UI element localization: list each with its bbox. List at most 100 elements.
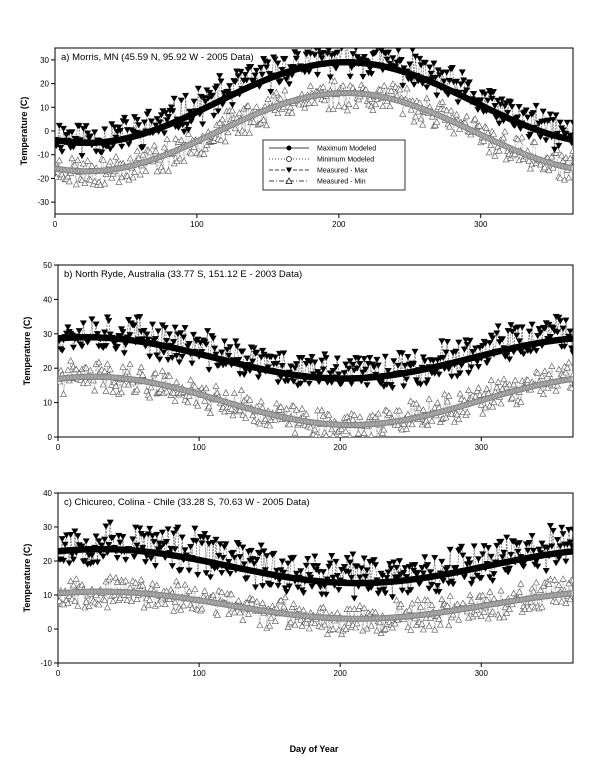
- measured-min-point: [172, 135, 180, 142]
- measured-min-point: [490, 398, 498, 406]
- measured-max-point: [304, 556, 312, 563]
- measured-max-point: [515, 540, 523, 547]
- measured-max-point: [448, 373, 456, 380]
- measured-max-point: [164, 114, 173, 121]
- measured-min-point: [112, 153, 120, 160]
- measured-min-point: [313, 432, 319, 437]
- measured-max-point: [507, 551, 515, 558]
- measured-max-point: [204, 328, 212, 335]
- measured-min-point: [480, 137, 488, 144]
- maximum-modeled-point: [569, 136, 573, 144]
- measured-max-point: [553, 537, 562, 544]
- measured-min-point: [82, 364, 90, 371]
- measured-min-point: [164, 167, 173, 174]
- measured-max-point: [281, 56, 289, 63]
- measured-min-point: [101, 596, 109, 604]
- y-tick-label: 40: [43, 489, 52, 498]
- measured-max-point: [503, 534, 511, 541]
- measured-min-point: [562, 154, 570, 161]
- measured-min-point: [531, 138, 539, 145]
- measured-max-point: [568, 542, 573, 549]
- measured-min-point: [136, 368, 144, 376]
- measured-max-point: [290, 378, 298, 385]
- measured-min-point: [257, 397, 265, 405]
- measured-max-point: [448, 65, 456, 72]
- measured-max-point: [55, 122, 63, 129]
- measured-max-point: [470, 91, 478, 98]
- measured-max-point: [455, 339, 463, 346]
- measured-min-point: [212, 382, 220, 389]
- measured-max-point: [431, 74, 439, 81]
- measured-max-point: [465, 370, 473, 377]
- measured-max-point: [273, 360, 281, 367]
- measured-min-point: [206, 409, 214, 416]
- measured-max-point: [463, 342, 471, 349]
- measured-min-point: [521, 605, 529, 612]
- measured-max-point: [505, 565, 514, 572]
- measured-max-point: [267, 89, 275, 96]
- measured-min-point: [538, 372, 546, 379]
- measured-max-point: [88, 552, 96, 559]
- measured-min-point: [99, 380, 107, 388]
- measured-max-point: [116, 539, 124, 546]
- measured-max-point: [388, 385, 396, 392]
- measured-max-point: [267, 582, 275, 589]
- measured-max-point: [513, 332, 521, 339]
- measured-max-point: [237, 68, 245, 75]
- measured-max-point: [167, 104, 175, 111]
- measured-min-point: [325, 105, 333, 113]
- measured-min-point: [241, 129, 249, 136]
- measured-min-point: [433, 118, 441, 125]
- measured-max-point: [240, 561, 248, 568]
- measured-min-point: [499, 134, 508, 141]
- y-tick-label: 10: [43, 591, 52, 600]
- measured-max-point: [484, 357, 492, 364]
- measured-max-point: [291, 365, 299, 372]
- measured-min-point: [222, 389, 230, 396]
- measured-max-point: [433, 92, 441, 99]
- measured-min-point: [545, 580, 553, 587]
- measured-max-point: [527, 348, 535, 355]
- y-tick-label: 20: [40, 80, 49, 89]
- measured-max-point: [439, 578, 447, 585]
- measured-max-point: [342, 361, 350, 368]
- measured-max-point: [566, 539, 573, 546]
- measured-min-point: [236, 406, 244, 413]
- measured-max-point: [346, 73, 354, 80]
- measured-min-point: [74, 602, 82, 609]
- measured-min-point: [165, 372, 174, 379]
- measured-min-point: [184, 130, 192, 137]
- measured-min-point: [515, 588, 523, 595]
- measured-min-point: [431, 626, 439, 633]
- measured-max-point: [356, 574, 364, 581]
- measured-min-point: [510, 380, 518, 388]
- measured-max-point: [435, 371, 443, 378]
- measured-max-point: [520, 351, 528, 358]
- measured-min-point: [191, 382, 199, 390]
- measured-min-point: [497, 399, 505, 407]
- measured-max-point: [421, 358, 429, 365]
- measured-max-point: [336, 38, 342, 44]
- measured-min-point: [176, 154, 184, 162]
- measured-min-point: [230, 608, 238, 616]
- y-tick-label: 40: [43, 295, 52, 304]
- measured-max-point: [555, 142, 563, 149]
- measured-max-point: [228, 102, 236, 109]
- measured-max-point: [340, 564, 348, 571]
- measured-max-point: [487, 553, 495, 560]
- measured-max-point: [345, 569, 353, 576]
- measured-max-point: [99, 553, 107, 560]
- y-axis-label: Temperature (C): [19, 97, 29, 166]
- measured-max-point: [139, 545, 147, 552]
- measured-max-point: [524, 547, 532, 554]
- x-tick-label: 0: [53, 220, 58, 229]
- chart-title: c) Chicureo, Colina - Chile (33.28 S, 70…: [64, 497, 310, 508]
- measured-min-point: [84, 379, 92, 386]
- measured-min-point: [501, 127, 509, 135]
- measured-max-point: [153, 116, 161, 123]
- measured-min-point: [459, 599, 467, 606]
- measured-max-point: [384, 49, 393, 56]
- measured-min-point: [562, 368, 570, 376]
- measured-min-point: [350, 605, 358, 612]
- measured-max-point: [152, 122, 160, 129]
